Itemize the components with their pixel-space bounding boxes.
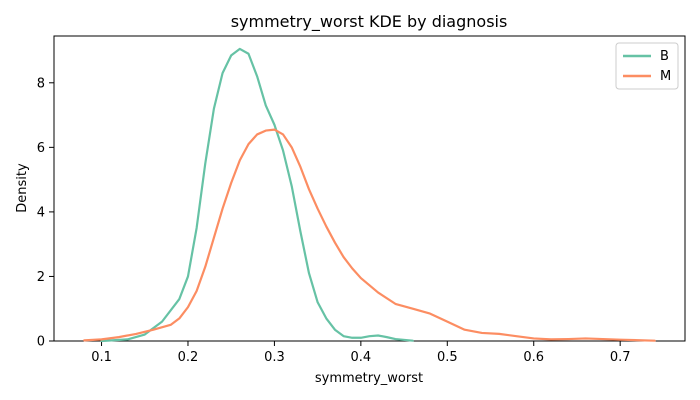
- x-tick-label: 0.1: [91, 350, 112, 365]
- y-tick-label: 2: [37, 270, 45, 285]
- legend-label-m: M: [660, 69, 671, 84]
- x-tick-label: 0.2: [178, 350, 199, 365]
- plot-frame: [53, 35, 686, 342]
- series-line-b: [100, 47, 414, 343]
- x-tick-label: 0.5: [437, 350, 458, 365]
- y-axis-label: Density: [15, 163, 30, 213]
- legend-box: [615, 42, 679, 90]
- y-tick-label: 8: [37, 76, 45, 91]
- legend-label-b: B: [660, 49, 669, 64]
- x-tick-label: 0.7: [610, 350, 631, 365]
- series-lines: [83, 47, 656, 343]
- x-tick-label: 0.3: [264, 350, 285, 365]
- y-tick-label: 6: [37, 141, 45, 156]
- chart-title: symmetry_worst KDE by diagnosis: [231, 12, 508, 32]
- legend: B M: [615, 42, 679, 90]
- series-line-m: [83, 128, 656, 342]
- x-axis-label: symmetry_worst: [315, 371, 423, 386]
- x-tick-label: 0.6: [523, 350, 544, 365]
- y-tick-label: 0: [37, 335, 45, 350]
- y-tick-label: 4: [37, 205, 45, 220]
- y-axis-ticks: 0 2 4 6 8: [37, 76, 54, 350]
- x-axis-ticks: 0.1 0.2 0.3 0.4 0.5 0.6 0.7: [91, 341, 631, 365]
- x-tick-label: 0.4: [351, 350, 372, 365]
